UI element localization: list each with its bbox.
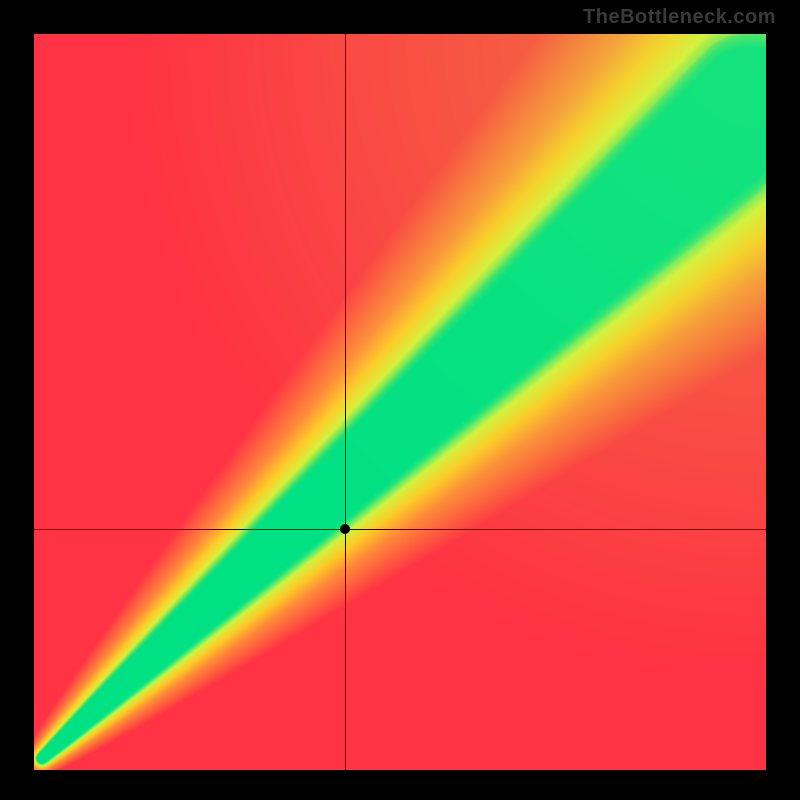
heatmap-plot <box>34 34 766 770</box>
marker-point <box>340 524 350 534</box>
crosshair-horizontal <box>34 529 766 530</box>
watermark-text: TheBottleneck.com <box>583 6 776 29</box>
heatmap-canvas <box>34 34 766 770</box>
crosshair-vertical <box>345 34 346 770</box>
